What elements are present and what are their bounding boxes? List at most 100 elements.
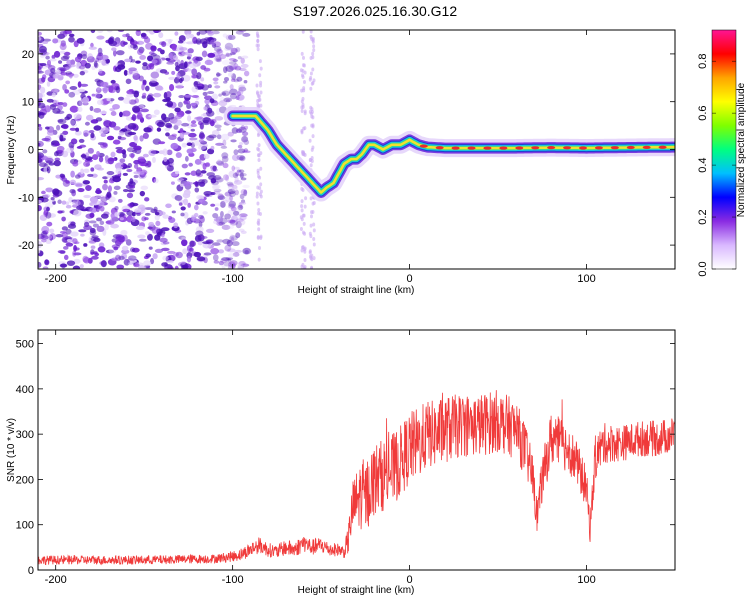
noise-speckle — [127, 122, 137, 130]
noise-speckle — [218, 93, 222, 97]
noise-speckle — [188, 132, 197, 138]
noise-speckle — [90, 132, 95, 139]
noise-speckle — [38, 157, 43, 163]
noise-speckle — [212, 184, 220, 192]
noise-speckle — [104, 223, 109, 231]
noise-speckle — [100, 54, 109, 61]
noise-speckle — [224, 244, 232, 252]
noise-speckle — [94, 93, 101, 99]
y-tick-label: -10 — [18, 192, 34, 204]
noise-speckle — [233, 179, 243, 185]
noise-speckle — [195, 226, 204, 233]
figure-title: S197.2026.025.16.30.G12 — [293, 3, 457, 19]
noise-speckle — [146, 94, 154, 102]
noise-speckle — [242, 184, 250, 189]
noise-speckle — [191, 105, 197, 110]
snr-panel: -200 -100 0 100 0 100 200 300 400 500 Height of … — [6, 329, 676, 596]
noise-speckle — [201, 50, 208, 58]
noise-speckle — [216, 221, 224, 227]
noise-speckle — [61, 226, 68, 231]
noise-speckle — [137, 173, 147, 179]
noise-speckle — [119, 111, 123, 118]
noise-speckle — [93, 125, 102, 131]
noise-speckle — [61, 216, 66, 222]
noise-speckle — [188, 63, 198, 69]
noise-speckle — [191, 68, 198, 76]
noise-speckle — [99, 261, 106, 266]
noise-speckle — [96, 87, 101, 91]
noise-speckle — [120, 40, 126, 47]
noise-speckle — [119, 158, 126, 163]
noise-speckle — [131, 90, 140, 95]
x-tick-label: -200 — [45, 273, 67, 285]
noise-speckle — [89, 106, 94, 112]
noise-speckle — [238, 260, 246, 266]
noise-speckle — [68, 36, 75, 43]
colorbar-tick-label: 0.6 — [697, 105, 709, 120]
noise-speckle — [312, 242, 316, 247]
noise-speckle — [91, 93, 96, 97]
noise-speckle — [139, 190, 146, 197]
noise-speckle — [85, 213, 94, 219]
noise-speckle — [131, 212, 136, 217]
noise-speckle — [162, 148, 168, 156]
noise-speckle — [56, 145, 65, 152]
noise-speckle — [231, 73, 237, 81]
noise-speckle — [312, 222, 316, 227]
noise-speckle — [79, 70, 85, 76]
snr-x-label: Height of straight line (km) — [298, 585, 415, 596]
noise-speckle — [231, 127, 239, 134]
noise-speckle — [39, 54, 45, 58]
noise-speckle — [229, 52, 236, 56]
noise-speckle — [161, 247, 170, 252]
noise-speckle — [46, 130, 55, 136]
noise-speckle — [121, 110, 131, 117]
noise-speckle — [129, 178, 134, 185]
noise-speckle — [229, 235, 238, 241]
noise-speckle — [312, 44, 316, 49]
noise-speckle — [216, 128, 222, 131]
noise-speckle — [175, 152, 182, 158]
noise-speckle — [255, 194, 259, 199]
snr-y-label: SNR (10 * v/v) — [6, 418, 17, 482]
noise-speckle — [259, 80, 263, 85]
noise-speckle — [196, 116, 204, 122]
noise-speckle — [62, 83, 67, 91]
noise-speckle — [231, 165, 236, 172]
noise-speckle — [124, 58, 132, 63]
noise-speckle — [232, 59, 238, 63]
noise-speckle — [180, 212, 185, 217]
noise-speckle — [213, 81, 219, 85]
noise-speckle — [110, 79, 116, 84]
noise-speckle — [225, 89, 230, 95]
noise-speckle — [220, 210, 224, 218]
noise-speckle — [230, 215, 238, 223]
noise-speckle — [303, 111, 307, 116]
noise-speckle — [162, 255, 169, 261]
noise-speckle — [50, 67, 56, 74]
noise-speckle — [102, 143, 108, 148]
noise-speckle — [301, 230, 305, 235]
noise-speckle — [73, 73, 79, 78]
noise-speckle — [190, 170, 197, 176]
noise-speckle — [231, 154, 240, 162]
noise-speckle — [49, 228, 55, 234]
noise-speckle — [103, 179, 108, 184]
noise-speckle — [239, 155, 246, 162]
noise-speckle — [303, 152, 307, 157]
noise-speckle — [256, 94, 260, 99]
noise-speckle — [238, 228, 245, 232]
noise-speckle — [102, 176, 108, 180]
noise-speckle — [202, 119, 211, 126]
noise-speckle — [309, 56, 313, 61]
noise-speckle — [227, 188, 236, 194]
noise-speckle — [42, 38, 52, 42]
noise-speckle — [190, 128, 195, 132]
noise-speckle — [243, 139, 250, 145]
noise-speckle — [98, 156, 104, 163]
noise-speckle — [210, 203, 216, 207]
noise-speckle — [38, 36, 42, 41]
noise-speckle — [162, 214, 170, 219]
noise-speckle — [183, 211, 189, 219]
